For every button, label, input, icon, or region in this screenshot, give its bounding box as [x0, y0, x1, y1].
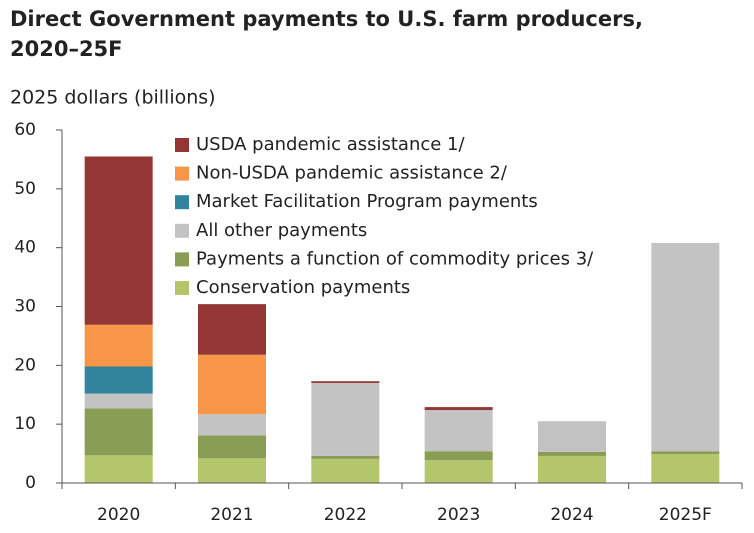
bar-segment	[311, 455, 380, 459]
bar-segment	[84, 455, 153, 483]
legend-label: All other payments	[196, 220, 367, 241]
y-tick-label: 40	[14, 238, 36, 258]
bar-segment	[198, 435, 266, 459]
legend-swatch	[175, 195, 189, 210]
bar-segment	[424, 460, 493, 483]
bar-segment	[424, 451, 493, 461]
bar-segment	[198, 414, 266, 436]
legend-label: Market Facilitation Program payments	[196, 191, 538, 212]
y-tick-label: 30	[14, 297, 36, 317]
bar-segment	[651, 242, 720, 452]
bar-segment	[424, 407, 493, 411]
bar-segment	[198, 458, 266, 483]
bar-segment	[84, 408, 153, 456]
bar-segment	[311, 381, 380, 383]
chart-title: Direct Government payments to U.S. farm …	[10, 7, 643, 61]
x-tick-label: 2024	[550, 505, 593, 525]
legend-label: Conservation payments	[196, 277, 410, 298]
y-tick-label: 50	[14, 179, 36, 199]
bar-segment	[84, 393, 153, 409]
legend-label: USDA pandemic assistance 1/	[196, 134, 466, 155]
legend-swatch	[175, 138, 189, 152]
y-tick-label: 20	[14, 355, 36, 375]
legend-label: Payments a function of commodity prices …	[196, 248, 594, 269]
legend-swatch	[175, 252, 189, 267]
legend-label: Non-USDA pandemic assistance 2/	[196, 163, 508, 184]
bar-segment	[651, 451, 720, 455]
legend-swatch	[175, 166, 189, 181]
legend-swatch	[175, 223, 189, 238]
x-tick-label: 2020	[97, 505, 140, 525]
bar-segment	[424, 410, 493, 452]
bar-segment	[538, 421, 606, 452]
bar-segment	[538, 455, 606, 483]
y-axis-label: 2025 dollars (billions)	[10, 87, 216, 109]
bar-segment	[198, 354, 266, 415]
bar-segment	[311, 382, 380, 456]
x-tick-label: 2025F	[659, 505, 712, 525]
legend-swatch	[175, 281, 189, 295]
bar-segment	[538, 451, 606, 456]
bar-segment	[84, 324, 153, 367]
bar-segment	[84, 366, 153, 394]
bar-segment	[198, 304, 266, 355]
bar-segment	[651, 454, 720, 483]
x-tick-label: 2022	[324, 505, 367, 525]
y-tick-label: 10	[14, 414, 36, 434]
y-tick-label: 0	[25, 473, 36, 493]
y-tick-label: 60	[14, 120, 36, 140]
x-tick-label: 2021	[210, 505, 253, 525]
bar-segment	[84, 156, 153, 325]
bar-segment	[311, 458, 380, 483]
x-tick-label: 2023	[437, 505, 480, 525]
